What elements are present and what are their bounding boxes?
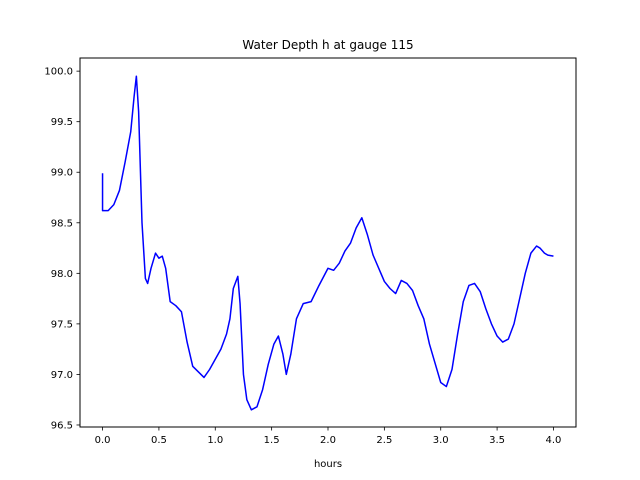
y-tick-label: 98.5 [51, 218, 73, 229]
series-line-0 [101, 75, 554, 411]
x-tick-label: 4.0 [546, 435, 562, 446]
x-tick-label: 3.0 [433, 435, 449, 446]
x-tick-label: 2.0 [320, 435, 336, 446]
x-axis-label: hours [314, 459, 342, 470]
y-tick-label: 96.5 [51, 420, 73, 431]
y-axis: 96.5 97.0 97.5 98.0 98.5 99.0 99.5 100.0 [44, 67, 80, 431]
plot-layer [101, 75, 554, 411]
y-tick-label: 99.5 [51, 117, 73, 128]
x-tick-label: 0.5 [151, 435, 167, 446]
y-tick-label: 100.0 [44, 67, 73, 78]
x-tick-label: 2.5 [376, 435, 392, 446]
x-tick-label: 3.5 [489, 435, 505, 446]
x-tick-label: 1.0 [207, 435, 223, 446]
x-tick-label: 1.5 [264, 435, 280, 446]
y-tick-label: 97.0 [51, 370, 73, 381]
x-axis: 0.0 0.5 1.0 1.5 2.0 2.5 3.0 3.5 4.0 [95, 427, 562, 446]
y-tick-label: 97.5 [51, 319, 73, 330]
y-tick-label: 98.0 [51, 269, 73, 280]
chart-title: Water Depth h at gauge 115 [242, 38, 413, 52]
x-tick-label: 0.0 [95, 435, 111, 446]
y-tick-label: 99.0 [51, 168, 73, 179]
